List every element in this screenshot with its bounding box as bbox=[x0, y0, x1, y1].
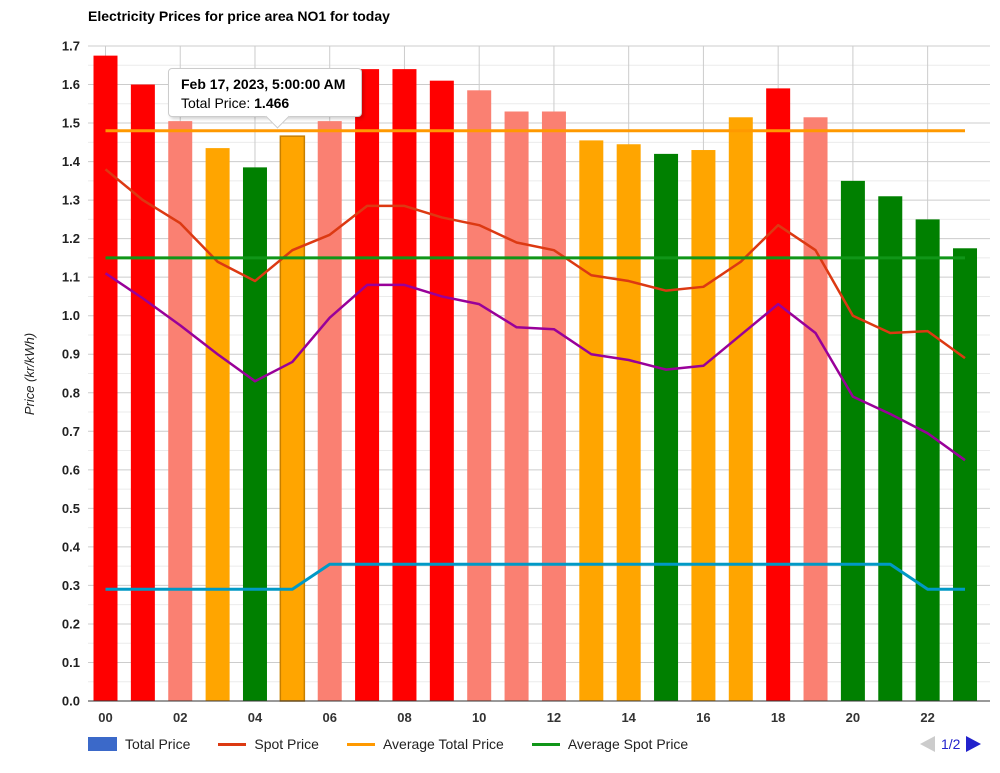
x-tick-label: 16 bbox=[696, 710, 710, 725]
bar-hour-19[interactable] bbox=[803, 117, 828, 701]
teal-series-line bbox=[105, 562, 966, 591]
bar-hour-18[interactable] bbox=[766, 88, 791, 702]
legend-prev-page-icon bbox=[920, 736, 935, 752]
legend-item-average-total-price: Average Total Price bbox=[346, 736, 504, 752]
y-tick-label: 1.4 bbox=[62, 154, 81, 169]
bar-hour-21[interactable] bbox=[878, 196, 903, 701]
x-tick-label: 22 bbox=[920, 710, 934, 725]
x-tick-label: 18 bbox=[771, 710, 785, 725]
legend-label: Total Price bbox=[125, 736, 191, 752]
bar-hour-04[interactable] bbox=[242, 167, 267, 701]
y-tick-label: 0.9 bbox=[62, 347, 80, 362]
bar-hour-11[interactable] bbox=[504, 111, 529, 702]
legend-item-spot-price: Spot Price bbox=[218, 736, 319, 752]
legend-page-indicator: 1/2 bbox=[941, 736, 961, 752]
bar-hour-17[interactable] bbox=[728, 117, 753, 701]
bar-hour-09[interactable] bbox=[429, 80, 454, 702]
bar-hour-02[interactable] bbox=[168, 121, 193, 702]
x-axis-tick-labels: 00 02 04 06 08 10 12 14 16 18 20 22 bbox=[98, 710, 935, 725]
y-tick-label: 0.2 bbox=[62, 616, 80, 631]
bar-hour-03[interactable] bbox=[205, 148, 230, 702]
legend: Total Price Spot Price Average Total Pri… bbox=[88, 736, 688, 752]
bar-hour-15[interactable] bbox=[654, 153, 679, 702]
bar-hour-06[interactable] bbox=[317, 121, 342, 702]
y-tick-label: 1.3 bbox=[62, 193, 80, 208]
bar-hour-14[interactable] bbox=[616, 144, 641, 701]
y-tick-label: 0.5 bbox=[62, 501, 80, 516]
x-tick-label: 08 bbox=[397, 710, 411, 725]
x-tick-label: 00 bbox=[98, 710, 112, 725]
x-tick-label: 02 bbox=[173, 710, 187, 725]
purple-series-line bbox=[104, 272, 966, 462]
x-tick-label: 06 bbox=[322, 710, 336, 725]
y-tick-label: 0.3 bbox=[62, 578, 80, 593]
average-total-price-line-swatch bbox=[346, 742, 375, 746]
y-tick-label: 1.6 bbox=[62, 77, 80, 92]
y-tick-label: 1.2 bbox=[62, 231, 80, 246]
legend-next-page-icon[interactable] bbox=[966, 736, 982, 752]
bar-hour-00[interactable] bbox=[93, 55, 118, 702]
tooltip-price-value: 1.466 bbox=[254, 95, 290, 111]
total-price-bar-swatch bbox=[88, 737, 117, 751]
legend-pagination: 1/2 bbox=[920, 736, 982, 752]
tooltip-date: Feb 17, 2023, 5:00:00 AM bbox=[181, 76, 346, 92]
y-axis-tick-labels: 0.0 0.1 0.2 0.3 0.4 0.5 0.6 0.7 0.8 0.9 1.0 1.1 1.2 1… bbox=[62, 39, 81, 709]
legend-label: Spot Price bbox=[254, 736, 319, 752]
x-tick-label: 04 bbox=[248, 710, 263, 725]
y-tick-label: 0.0 bbox=[62, 694, 80, 709]
tooltip-price: Total Price: 1.466 bbox=[181, 94, 349, 113]
legend-label: Average Spot Price bbox=[567, 736, 689, 752]
spot-price-line-swatch bbox=[218, 742, 247, 746]
bar-hour-07[interactable] bbox=[355, 69, 380, 701]
y-tick-label: 0.7 bbox=[62, 424, 80, 439]
x-tick-label: 12 bbox=[547, 710, 561, 725]
x-tick-label: 14 bbox=[621, 710, 636, 725]
average-spot-price-line-swatch bbox=[531, 742, 560, 746]
bar-hour-08[interactable] bbox=[392, 69, 417, 701]
chart-title: Electricity Prices for price area NO1 fo… bbox=[88, 8, 390, 24]
y-tick-label: 0.1 bbox=[62, 655, 80, 670]
bar-hour-20[interactable] bbox=[840, 180, 865, 702]
tooltip: Feb 17, 2023, 5:00:00 AM Total Price: 1.… bbox=[168, 68, 362, 129]
y-tick-label: 0.4 bbox=[62, 539, 81, 554]
y-tick-label: 1.0 bbox=[62, 308, 80, 323]
x-tick-label: 20 bbox=[846, 710, 860, 725]
y-tick-label: 1.1 bbox=[62, 270, 80, 285]
total-price-bars bbox=[93, 55, 978, 702]
bar-hour-22[interactable] bbox=[915, 219, 940, 701]
bar-hour-13[interactable] bbox=[579, 140, 604, 701]
legend-label: Average Total Price bbox=[382, 736, 504, 752]
bar-hour-05[interactable] bbox=[279, 135, 306, 702]
bar-hour-10[interactable] bbox=[467, 90, 492, 701]
legend-item-total-price: Total Price bbox=[88, 736, 190, 752]
bar-hour-23[interactable] bbox=[953, 248, 978, 701]
legend-item-average-spot-price: Average Spot Price bbox=[531, 736, 689, 752]
bar-hour-01[interactable] bbox=[130, 84, 155, 701]
major-gridlines bbox=[88, 45, 990, 663]
plot-area: 0.0 0.1 0.2 0.3 0.4 0.5 0.6 0.7 0.8 0.9 1.0 1.1 1.2 1… bbox=[22, 39, 990, 725]
x-tick-label: 10 bbox=[472, 710, 486, 725]
tooltip-price-label: Total Price: bbox=[181, 95, 251, 111]
spot-price-line bbox=[104, 168, 966, 360]
y-axis-title: Price (kr/kWh) bbox=[22, 333, 37, 415]
bar-hour-16[interactable] bbox=[691, 150, 716, 701]
bar-hour-12[interactable] bbox=[541, 111, 566, 702]
y-tick-label: 0.6 bbox=[62, 462, 80, 477]
y-tick-label: 1.5 bbox=[62, 116, 80, 131]
y-tick-label: 1.7 bbox=[62, 39, 80, 54]
y-tick-label: 0.8 bbox=[62, 385, 80, 400]
